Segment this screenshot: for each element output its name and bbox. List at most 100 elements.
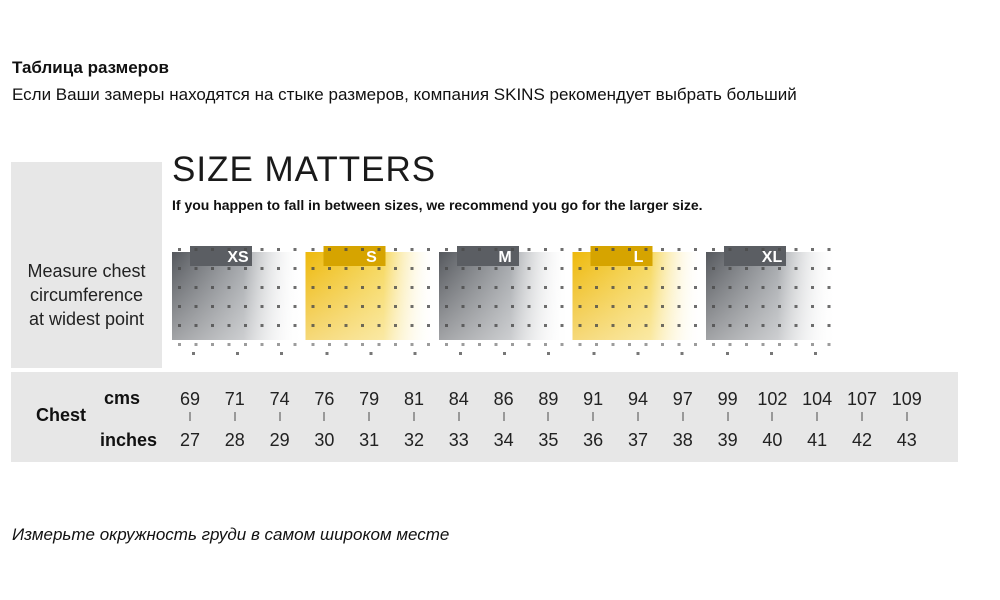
cms-value: 71 <box>224 389 245 409</box>
size-label: XS <box>227 249 249 266</box>
grid-dot <box>211 305 214 308</box>
grid-dot <box>811 248 814 251</box>
grid-dot <box>244 305 247 308</box>
grid-dot <box>328 248 331 251</box>
grid-dot <box>745 248 748 251</box>
grid-dot <box>527 343 531 346</box>
cms-value: 102 <box>757 389 788 409</box>
grid-dot <box>244 286 247 289</box>
cms-value: 69 <box>179 389 201 409</box>
tick-mark <box>233 412 236 421</box>
grid-dot <box>461 305 465 308</box>
grid-dot <box>560 248 564 251</box>
grid-dot <box>410 248 414 251</box>
size-tab <box>724 246 786 266</box>
grid-dot <box>244 248 247 251</box>
grid-dot <box>494 267 498 270</box>
grid-dot <box>544 305 547 308</box>
grid-dot <box>194 324 198 327</box>
tick-mark <box>368 412 371 421</box>
grid-dot <box>311 248 315 251</box>
grid-dot <box>761 267 765 270</box>
grid-dot <box>361 286 364 289</box>
grid-dot <box>827 267 831 270</box>
cms-value: 76 <box>314 389 335 409</box>
tick-mark <box>457 412 460 421</box>
grid-dot <box>377 343 381 346</box>
grid-dot <box>661 343 664 346</box>
grid-dot <box>544 267 547 270</box>
grid-dot <box>478 267 481 270</box>
measure-label: Measure chest circumference at widest po… <box>11 259 162 331</box>
grid-dot <box>661 286 664 289</box>
grid-dot <box>677 324 681 327</box>
grid-dot <box>311 267 315 270</box>
grid-dot <box>644 248 648 251</box>
grid-dot <box>293 267 297 270</box>
grid-dot <box>328 267 331 270</box>
grid-dot <box>680 352 684 355</box>
grid-dot <box>778 343 781 346</box>
size-label: M <box>498 249 511 266</box>
grid-dot <box>827 286 831 289</box>
tick-mark <box>547 412 550 421</box>
tick-mark <box>726 412 729 421</box>
inches-value: 42 <box>851 430 873 450</box>
inches-value: 32 <box>403 430 425 450</box>
grid-dot <box>377 267 381 270</box>
tick-mark <box>278 412 281 421</box>
grid-dot <box>361 248 364 251</box>
grid-dot <box>194 343 198 346</box>
unit-cms-label: cms <box>104 388 141 408</box>
grid-dot <box>227 305 231 308</box>
grid-dot <box>527 248 531 251</box>
grid-dot <box>260 305 264 308</box>
grid-dot <box>427 286 430 289</box>
grid-dot <box>644 286 648 289</box>
grid-dot <box>544 248 547 251</box>
grid-dot <box>478 248 481 251</box>
cms-value: 79 <box>359 389 380 409</box>
grid-dot <box>644 267 648 270</box>
grid-dot <box>361 324 364 327</box>
grid-dot <box>293 248 297 251</box>
grid-dot <box>277 324 280 327</box>
grid-dot <box>445 343 448 346</box>
grid-dot <box>778 248 781 251</box>
inches-value: 43 <box>896 430 917 450</box>
grid-dot <box>227 343 231 346</box>
grid-dot <box>377 324 381 327</box>
tick-mark <box>323 412 326 421</box>
grid-dot <box>677 305 681 308</box>
grid-dot <box>244 324 247 327</box>
tick-mark <box>861 412 863 421</box>
grid-dot <box>560 324 564 327</box>
tick-mark <box>681 412 684 421</box>
cms-value: 97 <box>672 389 693 409</box>
chest-band <box>11 372 958 462</box>
grid-dot <box>811 286 814 289</box>
grid-dot <box>260 248 264 251</box>
grid-dot <box>260 324 264 327</box>
grid-dot <box>377 248 381 251</box>
size-label: XL <box>762 249 783 266</box>
inches-value: 28 <box>224 430 245 450</box>
grid-dot <box>712 286 715 289</box>
grid-dot <box>578 286 582 289</box>
grid-dot <box>445 305 448 308</box>
grid-dot <box>644 343 648 346</box>
grid-dot <box>445 286 448 289</box>
grid-dot <box>325 352 329 355</box>
grid-dot <box>661 248 664 251</box>
grid-dot <box>344 248 348 251</box>
grid-dot <box>544 324 547 327</box>
grid-dot <box>712 248 715 251</box>
grid-dot <box>410 343 414 346</box>
grid-dot <box>611 343 615 346</box>
grid-dot <box>778 267 781 270</box>
grid-dot <box>427 248 430 251</box>
grid-dot <box>377 286 381 289</box>
grid-dot <box>794 267 798 270</box>
grid-dot <box>595 286 598 289</box>
grid-dot <box>644 305 648 308</box>
